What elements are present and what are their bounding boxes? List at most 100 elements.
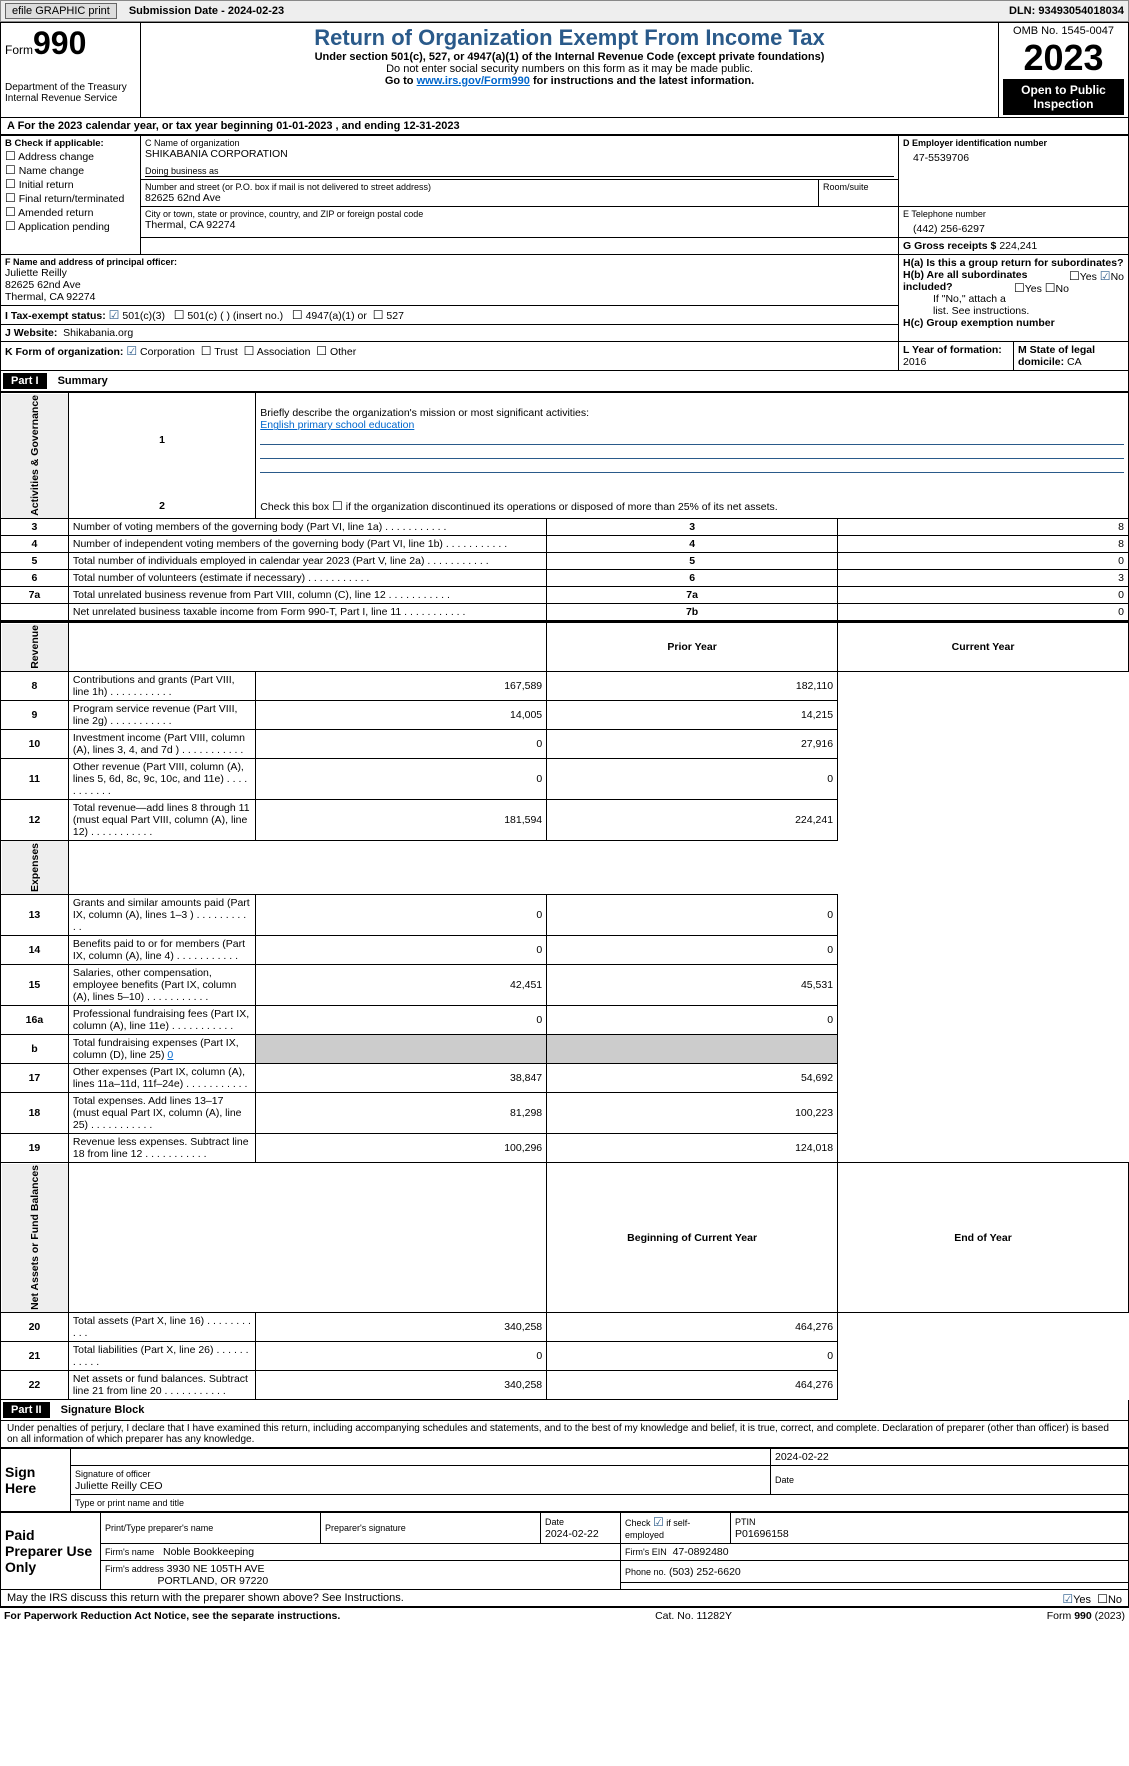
- check-discontinued[interactable]: ☐: [332, 499, 343, 513]
- governance-label: Activities & Governance: [1, 393, 69, 519]
- prior-year-hdr: Prior Year: [547, 623, 838, 672]
- q1-label: Briefly describe the organization's miss…: [260, 407, 589, 419]
- ha-no[interactable]: ☑: [1100, 269, 1111, 283]
- check-501c[interactable]: ☐: [174, 308, 185, 322]
- form-title: Return of Organization Exempt From Incom…: [145, 25, 994, 51]
- form-subtitle-1: Under section 501(c), 527, or 4947(a)(1)…: [145, 51, 994, 63]
- checkbox-amended[interactable]: ☐: [5, 205, 16, 219]
- tax-status-label: I Tax-exempt status:: [5, 310, 106, 322]
- checkbox-initial[interactable]: ☐: [5, 177, 16, 191]
- begin-year-hdr: Beginning of Current Year: [547, 1163, 838, 1313]
- hc-label: H(c) Group exemption number: [903, 317, 1124, 329]
- expenses-label: Expenses: [1, 841, 69, 895]
- ha-yes[interactable]: ☐: [1069, 269, 1080, 283]
- omb-number: OMB No. 1545-0047: [1003, 25, 1124, 37]
- part2-title: Signature Block: [53, 1404, 145, 1416]
- ptin-value: P01696158: [735, 1528, 789, 1540]
- firm-name: Noble Bookkeeping: [163, 1546, 254, 1558]
- year-formation: 2016: [903, 356, 926, 368]
- irs-link[interactable]: www.irs.gov/Form990: [417, 75, 530, 87]
- gross-label: G Gross receipts $: [903, 240, 996, 252]
- paid-preparer-label: Paid Preparer Use Only: [5, 1527, 92, 1575]
- hb-note: If "No," attach a list. See instructions…: [903, 293, 1124, 317]
- form-header: Form990 Department of the Treasury Inter…: [0, 22, 1129, 118]
- sig-date1: 2024-02-22: [771, 1449, 1129, 1466]
- dba-label: Doing business as: [145, 166, 894, 177]
- officer-addr2: Thermal, CA 92274: [5, 291, 894, 303]
- check-4947[interactable]: ☐: [292, 308, 303, 322]
- firm-ein: 47-0892480: [673, 1546, 729, 1558]
- checkbox-name[interactable]: ☐: [5, 163, 16, 177]
- end-year-hdr: End of Year: [838, 1163, 1129, 1313]
- phone-label: E Telephone number: [903, 209, 1124, 219]
- discuss-yes[interactable]: ☑: [1062, 1592, 1073, 1606]
- website-label: J Website:: [5, 327, 57, 339]
- dept-label: Department of the Treasury Internal Reve…: [5, 82, 136, 104]
- q2-text: Check this box ☐ if the organization dis…: [260, 501, 777, 513]
- tax-year: 2023: [1003, 37, 1124, 79]
- submission-date: Submission Date - 2024-02-23: [121, 5, 1009, 17]
- checkbox-pending[interactable]: ☐: [5, 219, 16, 233]
- page-footer: For Paperwork Reduction Act Notice, see …: [0, 1607, 1129, 1624]
- check-trust[interactable]: ☐: [201, 344, 212, 358]
- firm-addr1: 3930 NE 105TH AVE: [167, 1563, 265, 1575]
- ein-value: 47-5539706: [903, 148, 1124, 164]
- part2-header: Part II: [3, 1402, 50, 1418]
- top-toolbar: efile GRAPHIC print Submission Date - 20…: [0, 0, 1129, 22]
- room-label: Room/suite: [823, 182, 894, 192]
- state-domicile: CA: [1067, 356, 1082, 368]
- firm-addr2: PORTLAND, OR 97220: [158, 1575, 269, 1587]
- officer-addr1: 82625 62nd Ave: [5, 279, 894, 291]
- gross-value: 224,241: [999, 240, 1037, 252]
- part1-title: Summary: [50, 375, 108, 387]
- check-other[interactable]: ☐: [316, 344, 327, 358]
- summary-table: Activities & Governance 1 Briefly descri…: [0, 392, 1129, 1400]
- org-name-label: C Name of organization: [145, 138, 894, 148]
- netassets-label: Net Assets or Fund Balances: [1, 1163, 69, 1313]
- check-self-emp[interactable]: ☑: [653, 1515, 664, 1529]
- form-org-label: K Form of organization:: [5, 346, 123, 358]
- preparer-table: Paid Preparer Use Only Print/Type prepar…: [0, 1512, 1129, 1590]
- penalty-text: Under penalties of perjury, I declare th…: [0, 1421, 1129, 1448]
- section-a-tax-year: A For the 2023 calendar year, or tax yea…: [0, 118, 1129, 135]
- check-assoc[interactable]: ☐: [244, 344, 255, 358]
- form-footer: Form 990 (2023): [1047, 1610, 1125, 1622]
- discuss-no[interactable]: ☐: [1097, 1592, 1108, 1606]
- box-b-label: B Check if applicable:: [5, 138, 136, 149]
- mission-text[interactable]: English primary school education: [260, 419, 414, 431]
- goto-pre: Go to: [385, 75, 417, 87]
- website-value: Shikabania.org: [63, 327, 133, 339]
- prep-date: 2024-02-22: [545, 1528, 599, 1540]
- revenue-label: Revenue: [1, 623, 69, 672]
- hb-yes[interactable]: ☐: [1014, 281, 1025, 295]
- officer-name: Juliette Reilly: [5, 267, 894, 279]
- part1-header: Part I: [3, 373, 47, 389]
- signature-table: Sign Here 2024-02-22 Signature of office…: [0, 1448, 1129, 1512]
- officer-sig-name: Juliette Reilly CEO: [75, 1480, 163, 1492]
- firm-phone: (503) 252-6620: [669, 1566, 741, 1578]
- hb-no[interactable]: ☐: [1045, 281, 1056, 295]
- current-year-hdr: Current Year: [838, 623, 1129, 672]
- sign-here-label: Sign Here: [5, 1464, 36, 1496]
- checkbox-address[interactable]: ☐: [5, 149, 16, 163]
- open-inspection: Open to Public Inspection: [1003, 79, 1124, 115]
- efile-print-button[interactable]: efile GRAPHIC print: [5, 3, 117, 19]
- street-label: Number and street (or P.O. box if mail i…: [145, 182, 814, 192]
- officer-label: F Name and address of principal officer:: [5, 257, 894, 267]
- ein-label: D Employer identification number: [903, 138, 1124, 148]
- dln-number: DLN: 93493054018034: [1009, 5, 1124, 17]
- checkbox-final[interactable]: ☐: [5, 191, 16, 205]
- cat-no: Cat. No. 11282Y: [655, 1610, 732, 1622]
- check-527[interactable]: ☐: [373, 308, 384, 322]
- ha-label: H(a) Is this a group return for subordin…: [903, 257, 1124, 269]
- check-501c3[interactable]: ☑: [109, 308, 120, 322]
- fundraising-exp[interactable]: 0: [167, 1049, 173, 1061]
- hb-label: H(b) Are all subordinates included?: [903, 269, 1027, 293]
- paperwork-notice: For Paperwork Reduction Act Notice, see …: [4, 1610, 340, 1622]
- discuss-text: May the IRS discuss this return with the…: [7, 1592, 404, 1604]
- check-corp[interactable]: ☑: [126, 344, 137, 358]
- city-label: City or town, state or province, country…: [145, 209, 894, 219]
- form-number: 990: [33, 25, 86, 61]
- org-name: SHIKABANIA CORPORATION: [145, 148, 894, 160]
- form-prefix: Form: [5, 43, 33, 57]
